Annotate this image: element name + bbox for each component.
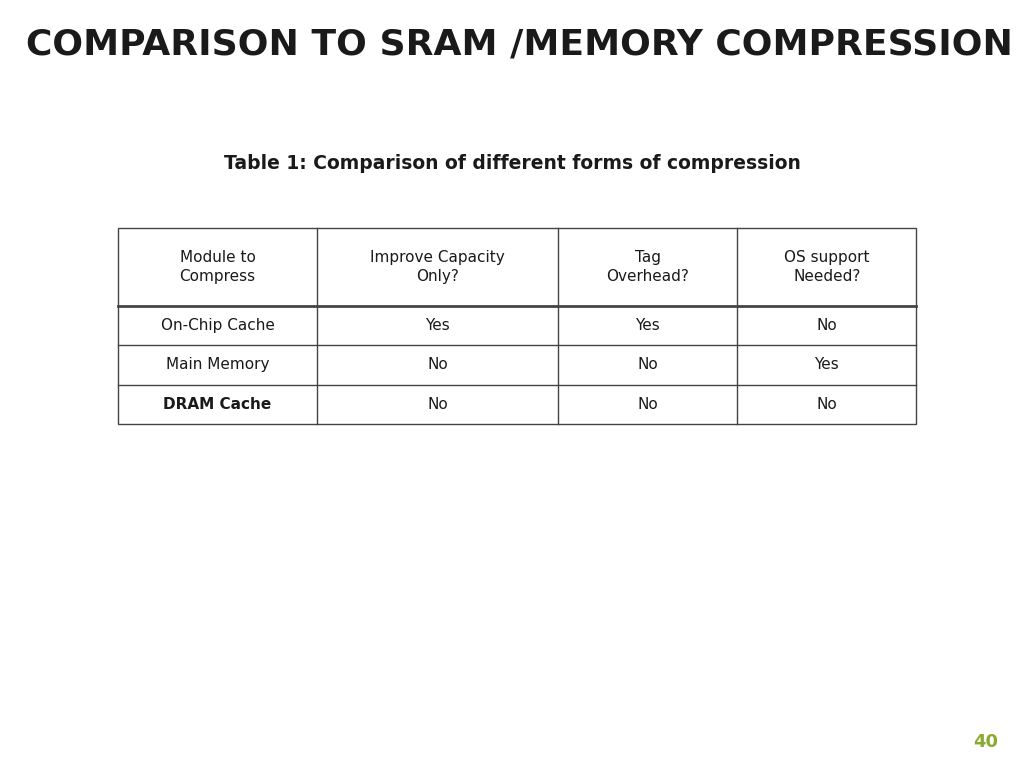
Text: Table 1: Comparison of different forms of compression: Table 1: Comparison of different forms o… — [223, 154, 801, 173]
Text: Yes: Yes — [425, 318, 451, 333]
Text: No: No — [427, 357, 449, 372]
Text: No: No — [816, 318, 838, 333]
Text: Main Memory: Main Memory — [166, 357, 269, 372]
Text: DRAM Cache: DRAM Cache — [164, 397, 271, 412]
Text: 40: 40 — [974, 733, 998, 751]
Text: Module to
Compress: Module to Compress — [179, 250, 256, 284]
Text: Yes: Yes — [635, 318, 660, 333]
Text: Improve Capacity
Only?: Improve Capacity Only? — [371, 250, 505, 284]
Text: No: No — [637, 357, 658, 372]
Text: No: No — [816, 397, 838, 412]
Text: Tag
Overhead?: Tag Overhead? — [606, 250, 689, 284]
Text: COMPARISON TO SRAM /MEMORY COMPRESSION: COMPARISON TO SRAM /MEMORY COMPRESSION — [26, 27, 1013, 61]
Text: On-Chip Cache: On-Chip Cache — [161, 318, 274, 333]
Text: No: No — [427, 397, 449, 412]
Text: Yes: Yes — [814, 357, 840, 372]
Bar — [118, 227, 916, 424]
Text: OS support
Needed?: OS support Needed? — [784, 250, 869, 284]
Text: No: No — [637, 397, 658, 412]
